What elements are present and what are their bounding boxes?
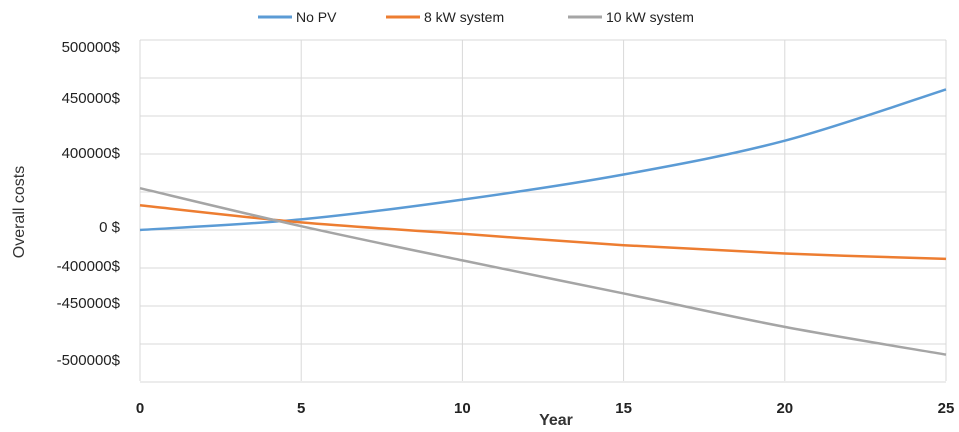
legend-label: 10 kW system bbox=[606, 9, 694, 25]
x-tick-label: 5 bbox=[297, 400, 305, 417]
y-axis-title: Overall costs bbox=[11, 166, 28, 258]
legend-item-8kw: 8 kW system bbox=[386, 9, 504, 25]
series-line-no-pv bbox=[139, 88, 947, 232]
x-tick-label: 10 bbox=[454, 400, 471, 417]
y-tick-label: -450000$ bbox=[57, 295, 121, 312]
y-tick-label: 0 $ bbox=[99, 219, 121, 236]
grid bbox=[139, 39, 947, 383]
y-tick-label: -500000$ bbox=[57, 352, 121, 369]
x-tick-label: 0 bbox=[136, 400, 144, 417]
y-tick-label: 400000$ bbox=[62, 145, 121, 162]
x-tick-label: 20 bbox=[776, 400, 793, 417]
x-axis-title: Year bbox=[539, 412, 573, 429]
legend-item-no-pv: No PV bbox=[258, 9, 337, 25]
legend-item-10kw: 10 kW system bbox=[568, 9, 694, 25]
legend-label: No PV bbox=[296, 9, 337, 25]
y-tick-label: 500000$ bbox=[62, 39, 121, 56]
y-tick-label: 450000$ bbox=[62, 90, 121, 107]
x-tick-label: 25 bbox=[938, 400, 955, 417]
series-line-10kw bbox=[139, 186, 947, 356]
legend: No PV 8 kW system 10 kW system bbox=[258, 9, 694, 25]
x-tick-label: 15 bbox=[615, 400, 632, 417]
y-tick-labels: 500000$ 450000$ 400000$ 0 $ -400000$ -450000$… bbox=[57, 39, 121, 369]
x-tick-labels: 0 5 10 15 20 25 bbox=[136, 400, 955, 417]
series-lines bbox=[139, 88, 947, 356]
y-tick-label: -400000$ bbox=[57, 258, 121, 275]
legend-label: 8 kW system bbox=[424, 9, 504, 25]
series-line-8kw bbox=[139, 204, 947, 261]
